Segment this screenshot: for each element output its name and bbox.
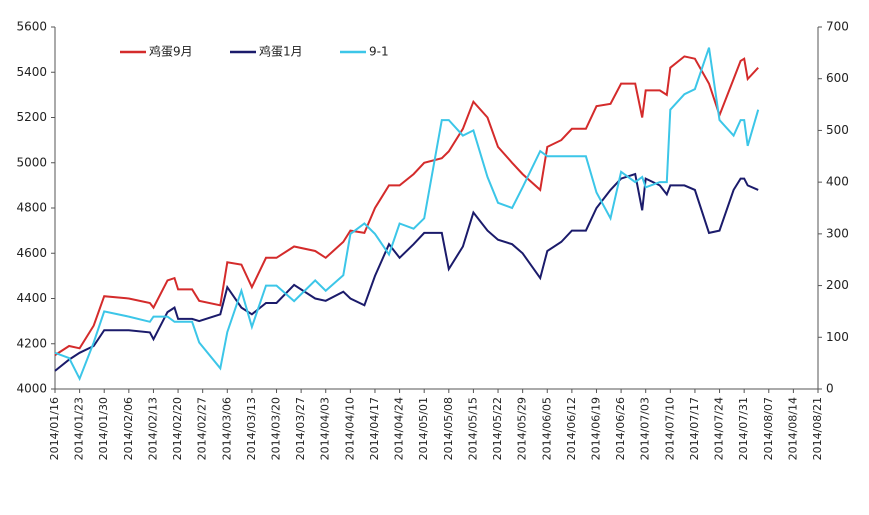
y2-tick-label: 300 bbox=[826, 226, 849, 240]
x-tick-label: 2014/02/27 bbox=[196, 397, 209, 460]
x-tick-label: 2014/05/01 bbox=[417, 397, 430, 460]
x-tick-label: 2014/01/30 bbox=[97, 397, 110, 460]
x-tick-label: 2014/08/14 bbox=[786, 397, 799, 460]
x-tick-label: 2014/02/20 bbox=[171, 397, 184, 460]
x-tick-label: 2014/08/21 bbox=[811, 397, 824, 460]
series-line bbox=[54, 47, 760, 382]
x-tick-label: 2014/07/17 bbox=[688, 397, 701, 460]
x-tick-label: 2014/03/13 bbox=[245, 397, 258, 460]
y-tick-label: 5600 bbox=[16, 20, 47, 34]
x-tick-label: 2014/02/13 bbox=[146, 397, 159, 460]
x-tick-label: 2014/03/27 bbox=[294, 397, 307, 460]
x-tick-label: 2014/06/05 bbox=[540, 397, 553, 460]
y2-tick-label: 0 bbox=[826, 382, 834, 396]
y-tick-label: 5400 bbox=[16, 65, 47, 79]
x-tick-label: 2014/07/03 bbox=[639, 397, 652, 460]
y-tick-label: 5200 bbox=[16, 110, 47, 124]
y-tick-label: 4200 bbox=[16, 336, 47, 350]
y-tick-label: 5000 bbox=[16, 155, 47, 169]
x-tick-label: 2014/05/15 bbox=[466, 397, 479, 460]
x-tick-label: 2014/08/07 bbox=[762, 397, 775, 460]
y2-tick-label: 200 bbox=[826, 278, 849, 292]
x-tick-label: 2014/07/31 bbox=[737, 397, 750, 460]
x-tick-label: 2014/02/06 bbox=[122, 397, 135, 460]
legend-label: 鸡蛋9月 bbox=[149, 44, 193, 59]
x-tick-label: 2014/01/23 bbox=[73, 397, 86, 460]
y2-tick-label: 700 bbox=[826, 20, 849, 34]
series-line bbox=[54, 172, 759, 372]
y-tick-label: 4000 bbox=[16, 382, 47, 396]
x-tick-label: 2014/05/29 bbox=[516, 397, 529, 460]
x-tick-label: 2014/04/03 bbox=[319, 397, 332, 460]
y2-tick-label: 500 bbox=[826, 123, 849, 137]
y-tick-label: 4800 bbox=[16, 201, 47, 215]
x-tick-label: 2014/06/19 bbox=[589, 397, 602, 460]
x-tick-label: 2014/07/10 bbox=[663, 397, 676, 460]
y2-tick-label: 600 bbox=[826, 71, 849, 85]
y-tick-label: 4400 bbox=[16, 291, 47, 305]
legend-label: 鸡蛋1月 bbox=[259, 44, 303, 59]
x-tick-label: 2014/05/22 bbox=[491, 397, 504, 460]
x-tick-label: 2014/03/06 bbox=[220, 397, 233, 460]
x-tick-label: 2014/04/17 bbox=[368, 397, 381, 460]
series-line bbox=[54, 55, 759, 356]
x-tick-label: 2014/03/20 bbox=[270, 397, 283, 460]
x-tick-label: 2014/07/24 bbox=[713, 397, 726, 460]
x-tick-label: 2014/06/26 bbox=[614, 397, 627, 460]
x-tick-label: 2014/04/24 bbox=[393, 397, 406, 460]
x-tick-label: 2014/05/08 bbox=[442, 397, 455, 460]
x-tick-label: 2014/04/10 bbox=[343, 397, 356, 460]
y-tick-label: 4600 bbox=[16, 246, 47, 260]
x-tick-label: 2014/06/12 bbox=[565, 397, 578, 460]
y2-tick-label: 400 bbox=[826, 175, 849, 189]
x-tick-label: 2014/01/16 bbox=[48, 397, 61, 460]
legend-label: 9-1 bbox=[369, 45, 389, 59]
y2-tick-label: 100 bbox=[826, 330, 849, 344]
